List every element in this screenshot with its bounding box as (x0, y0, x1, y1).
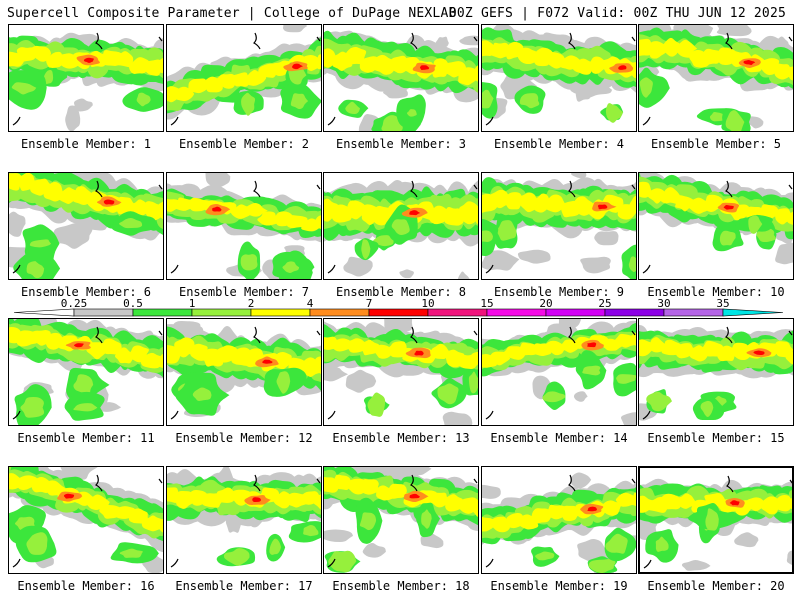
ensemble-member-caption: Ensemble Member: 19 (490, 579, 628, 593)
ensemble-member-caption: Ensemble Member: 20 (647, 579, 785, 593)
ensemble-member-map-17[interactable] (166, 466, 322, 574)
ensemble-member-caption: Ensemble Member: 18 (332, 579, 470, 593)
colorbar-tick-label: 35 (716, 298, 729, 310)
colorbar-segment (132, 308, 193, 317)
ensemble-member-caption: Ensemble Member: 5 (650, 137, 782, 151)
scp-field-map (639, 25, 793, 131)
colorbar-segment (604, 308, 665, 317)
scp-field-map (640, 475, 792, 571)
ensemble-member-caption: Ensemble Member: 17 (175, 579, 313, 593)
colorbar-tick-label: 0.25 (61, 298, 88, 310)
scp-field-map (324, 180, 478, 279)
ensemble-member-caption: Ensemble Member: 7 (178, 285, 310, 299)
ensemble-member-caption: Ensemble Member: 2 (178, 137, 310, 151)
ensemble-member-map-4[interactable] (481, 24, 637, 132)
ensemble-member-map-5[interactable] (638, 24, 794, 132)
ensemble-member-caption: Ensemble Member: 13 (332, 431, 470, 445)
page-title: Supercell Composite Parameter | College … (7, 6, 457, 21)
ensemble-member-map-9[interactable] (481, 172, 637, 280)
scp-field-map (167, 25, 321, 126)
scp-field-map (639, 173, 793, 274)
colorbar-segment (250, 308, 311, 317)
scp-field-map (167, 173, 321, 279)
scp-field-map (9, 173, 163, 279)
scp-field-map (167, 320, 321, 420)
colorbar-segment (663, 308, 724, 317)
scp-field-map (9, 319, 163, 425)
ensemble-member-map-6[interactable] (8, 172, 164, 280)
ensemble-member-map-10[interactable] (638, 172, 794, 280)
scp-field-map (639, 324, 793, 421)
ensemble-member-map-2[interactable] (166, 24, 322, 132)
ensemble-member-map-15[interactable] (638, 318, 794, 426)
colorbar-tick-label: 30 (657, 298, 670, 310)
colorbar-tick-label: 20 (539, 298, 552, 310)
ensemble-member-caption: Ensemble Member: 8 (335, 285, 467, 299)
colorbar-tick-label: 7 (366, 298, 373, 310)
ensemble-member-map-3[interactable] (323, 24, 479, 132)
ensemble-member-map-11[interactable] (8, 318, 164, 426)
colorbar-tick-label: 2 (248, 298, 255, 310)
ensemble-member-map-8[interactable] (323, 172, 479, 280)
colorbar-segment (427, 308, 488, 317)
scp-field-map (482, 472, 636, 573)
colorbar-segment (722, 308, 784, 317)
ensemble-member-map-12[interactable] (166, 318, 322, 426)
scp-field-map (167, 467, 321, 568)
colorbar-segment (486, 308, 547, 317)
colorbar: 0.25 0.5 1 2 4 7 10 15 20 25 30 35 (13, 298, 784, 317)
scp-field-map (324, 30, 478, 131)
ensemble-member-caption: Ensemble Member: 9 (493, 285, 625, 299)
scp-field-map (9, 32, 163, 131)
scp-field-map (482, 173, 636, 279)
colorbar-tick-label: 4 (307, 298, 314, 310)
colorbar-tick-label: 25 (598, 298, 611, 310)
run-info: 00Z GEFS | F072 Valid: 00Z THU JUN 12 20… (448, 6, 786, 21)
ensemble-member-map-1[interactable] (8, 24, 164, 132)
ensemble-member-caption: Ensemble Member: 4 (493, 137, 625, 151)
ensemble-member-caption: Ensemble Member: 15 (647, 431, 785, 445)
ensemble-member-caption: Ensemble Member: 1 (20, 137, 152, 151)
colorbar-tick-label: 1 (189, 298, 196, 310)
ensemble-member-caption: Ensemble Member: 11 (17, 431, 155, 445)
ensemble-member-caption: Ensemble Member: 10 (647, 285, 785, 299)
ensemble-member-caption: Ensemble Member: 3 (335, 137, 467, 151)
ensemble-member-map-18[interactable] (323, 466, 479, 574)
ensemble-member-map-20[interactable] (638, 466, 794, 574)
ensemble-member-caption: Ensemble Member: 14 (490, 431, 628, 445)
colorbar-segment (191, 308, 252, 317)
ensemble-member-map-7[interactable] (166, 172, 322, 280)
ensemble-member-map-14[interactable] (481, 318, 637, 426)
ensemble-member-caption: Ensemble Member: 16 (17, 579, 155, 593)
colorbar-tick-label: 15 (480, 298, 493, 310)
scp-field-map (324, 319, 478, 425)
colorbar-segment (545, 308, 606, 317)
ensemble-member-caption: Ensemble Member: 6 (20, 285, 152, 299)
ensemble-member-map-16[interactable] (8, 466, 164, 574)
colorbar-segment (13, 308, 75, 317)
scp-field-map (482, 319, 636, 425)
colorbar-tick-label: 0.5 (123, 298, 143, 310)
scp-field-map (324, 467, 478, 573)
scp-field-map (9, 467, 163, 573)
colorbar-segment (73, 308, 134, 317)
colorbar-segment (309, 308, 370, 317)
colorbar-tick-label: 10 (421, 298, 434, 310)
ensemble-member-map-13[interactable] (323, 318, 479, 426)
ensemble-member-map-19[interactable] (481, 466, 637, 574)
colorbar-segment (368, 308, 429, 317)
scp-field-map (482, 25, 636, 126)
ensemble-member-caption: Ensemble Member: 12 (175, 431, 313, 445)
